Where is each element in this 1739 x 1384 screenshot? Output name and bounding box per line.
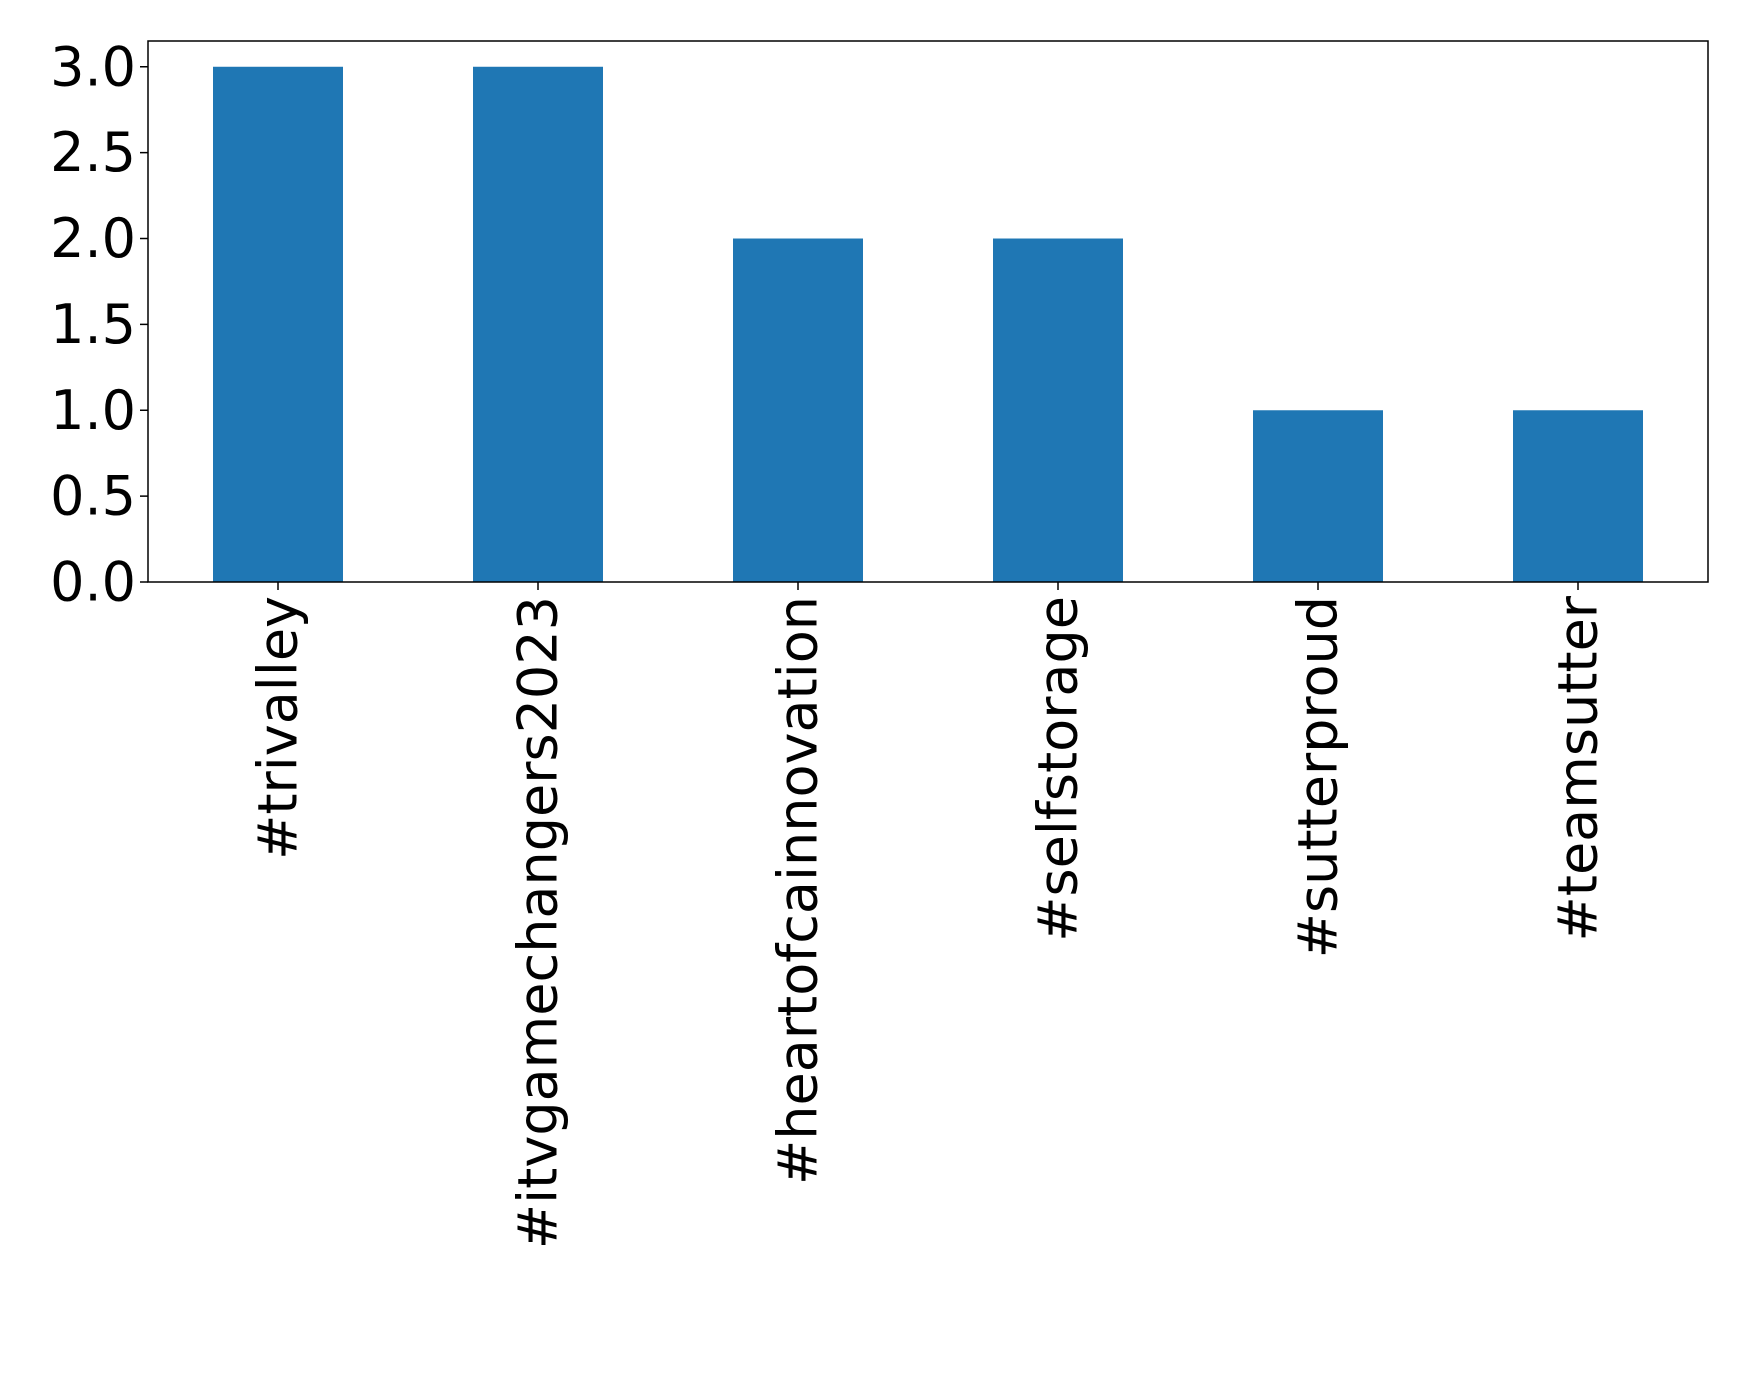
- bar: [1513, 410, 1643, 582]
- y-tick-label: 1.5: [50, 293, 136, 356]
- y-tick-label: 2.5: [50, 121, 136, 184]
- y-tick-label: 1.0: [50, 379, 136, 442]
- x-tick-label: #sutterproud: [1287, 596, 1350, 958]
- x-tick-label: #heartofcainnovation: [767, 596, 830, 1185]
- y-tick-label: 0.0: [50, 551, 136, 614]
- bar: [213, 66, 343, 582]
- bar: [993, 238, 1123, 582]
- plot-frame: [147, 40, 1709, 583]
- x-tick-label: #itvgamechangers2023: [507, 596, 570, 1249]
- bar: [733, 238, 863, 582]
- y-tick-label: 2.0: [50, 207, 136, 270]
- y-tick-label: 0.5: [50, 465, 136, 528]
- x-tick-label: #trivalley: [247, 596, 310, 860]
- bar: [1253, 410, 1383, 582]
- y-tick-label: 3.0: [50, 35, 136, 98]
- x-tick-label: #selfstorage: [1027, 596, 1090, 942]
- x-tick-label: #teamsutter: [1547, 595, 1610, 941]
- bar: [473, 66, 603, 582]
